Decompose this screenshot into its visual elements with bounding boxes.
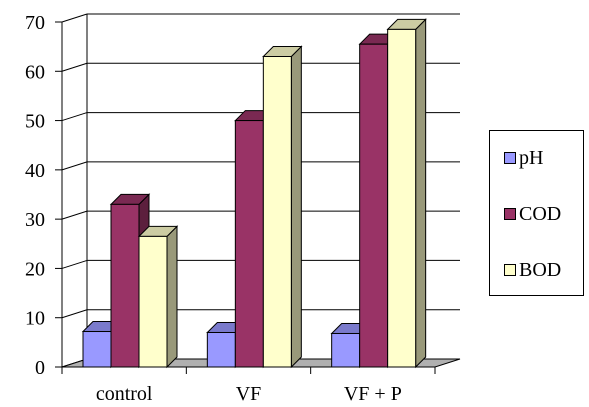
bar-bod-0 (137, 225, 179, 369)
bar-front (262, 56, 292, 368)
y-tick-label-1: 10 (25, 308, 45, 330)
bar-front (359, 43, 389, 368)
bar-front (387, 28, 417, 368)
bar-bod-1 (262, 45, 303, 369)
y-tick-label-6: 60 (25, 61, 45, 83)
legend-item-ph: pH (504, 147, 543, 169)
bars (81, 18, 427, 369)
gridline-wall-5 (61, 112, 88, 122)
bar-front (206, 332, 236, 368)
bar-front (82, 331, 112, 368)
legend-label-ph: pH (519, 146, 544, 169)
legend-item-cod: COD (504, 203, 561, 225)
gridline-wall-4 (61, 161, 88, 171)
bar-bod-2 (386, 18, 427, 369)
legend-swatch-bod (504, 264, 516, 276)
gridline-wall-7 (61, 13, 88, 23)
gridline-wall-2 (61, 259, 88, 269)
x-tick-label-2: VF + P (344, 383, 402, 405)
y-tick-label-2: 20 (25, 258, 45, 280)
bar-side (166, 225, 178, 369)
x-tick-label-0: control (96, 383, 153, 405)
legend-swatch-ph (504, 152, 516, 164)
bar-side (290, 45, 302, 369)
bar-front (234, 120, 264, 368)
x-axis-labels: control VF VF + P (61, 366, 436, 405)
legend-label-cod: COD (519, 202, 562, 225)
y-tick-label-5: 50 (25, 111, 45, 133)
gridline-wall-6 (61, 62, 88, 72)
y-tick-label-4: 40 (25, 160, 45, 182)
y-tick-label-0: 0 (35, 357, 45, 379)
bar-front (331, 332, 361, 368)
y-tick-label-3: 30 (25, 209, 45, 231)
legend: pH COD BOD (489, 130, 584, 296)
gridline-wall-3 (61, 210, 88, 220)
bar-front (138, 235, 168, 368)
gridline-wall-1 (61, 309, 88, 319)
bar-side (415, 18, 427, 369)
y-axis: 0 10 20 30 40 50 60 70 (25, 12, 88, 379)
legend-item-bod: BOD (504, 259, 561, 281)
x-tick-label-1: VF (236, 383, 262, 405)
legend-label-bod: BOD (519, 258, 562, 281)
y-tick-label-7: 70 (25, 12, 45, 34)
legend-swatch-cod (504, 208, 516, 220)
bar-front (110, 203, 140, 368)
